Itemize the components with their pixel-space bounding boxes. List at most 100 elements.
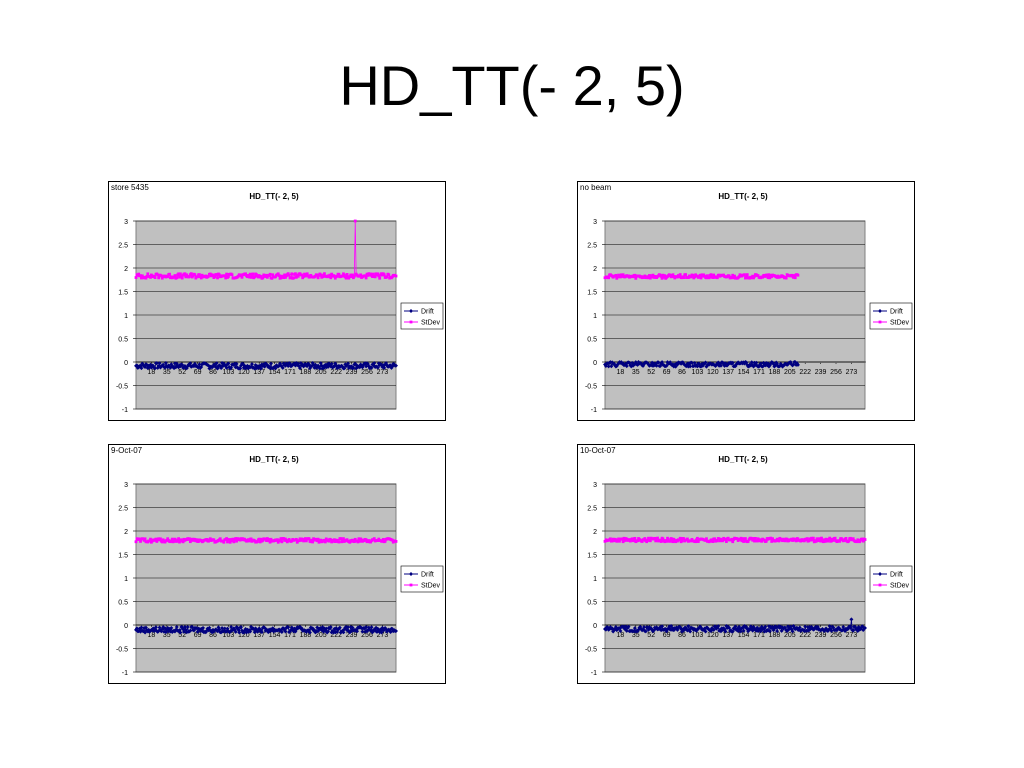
- data-point-stdev: [382, 273, 386, 277]
- data-point-tail: [834, 361, 836, 363]
- data-point-stdev: [752, 276, 755, 280]
- data-point-stdev: [672, 275, 676, 278]
- y-tick-label: 2.5: [587, 243, 597, 250]
- data-point-drift: [226, 361, 231, 366]
- data-point-stdev: [193, 273, 197, 277]
- data-point-drift: [346, 361, 350, 366]
- data-point-drift: [188, 361, 193, 366]
- legend: [869, 302, 913, 330]
- data-point-stdev: [302, 275, 305, 278]
- data-point-stdev: [303, 272, 306, 276]
- y-tick-label: 1: [593, 576, 597, 583]
- data-point-tail: [799, 361, 802, 363]
- data-point-stdev: [351, 273, 354, 277]
- data-point-stdev: [847, 539, 851, 543]
- data-point-drift: [214, 361, 219, 366]
- data-point-tail: [840, 361, 843, 363]
- data-point-stdev: [759, 538, 763, 542]
- data-point-stdev: [668, 539, 672, 543]
- y-tick-label: 2: [124, 529, 128, 536]
- data-point-stdev: [743, 539, 746, 543]
- data-point-stdev: [256, 275, 260, 279]
- legend-marker-drift: [878, 572, 882, 576]
- chart-corner-label: 10-Oct-07: [580, 446, 616, 455]
- data-point-stdev: [296, 274, 300, 278]
- x-tick-label: 205: [784, 369, 796, 376]
- data-point-stdev: [327, 275, 331, 279]
- data-point-stdev: [156, 273, 160, 277]
- y-tick-label: 1.5: [118, 290, 128, 297]
- x-tick-label: 35: [632, 369, 640, 376]
- data-point-stdev: [642, 538, 646, 542]
- data-point-stdev: [662, 275, 666, 279]
- data-point-stdev: [341, 274, 344, 278]
- y-tick-label: 3: [124, 219, 128, 226]
- data-point-stdev: [390, 538, 394, 542]
- y-tick-label: -1: [591, 670, 597, 677]
- data-point-stdev: [653, 536, 657, 540]
- data-point-tail: [835, 361, 837, 363]
- data-point-stdev: [347, 276, 351, 280]
- data-point-stdev: [286, 272, 290, 276]
- data-point-drift: [654, 363, 659, 368]
- data-point-stdev: [814, 539, 818, 543]
- data-point-stdev: [317, 274, 321, 277]
- data-point-stdev: [181, 540, 185, 544]
- data-point-tail: [809, 361, 812, 363]
- data-point-stdev: [838, 539, 842, 543]
- data-point-tail: [860, 361, 863, 363]
- legend-marker-stdev: [878, 320, 882, 324]
- data-point-drift: [341, 630, 346, 635]
- data-point-stdev: [636, 539, 640, 543]
- data-point-stdev: [744, 537, 747, 540]
- data-point-stdev: [157, 276, 161, 280]
- data-point-tail: [800, 361, 803, 363]
- data-point-stdev: [858, 540, 861, 544]
- data-point-stdev: [301, 537, 305, 541]
- chart-title: HD_TT(- 2, 5): [718, 455, 768, 464]
- x-tick-label: 120: [238, 369, 250, 376]
- data-point-stdev: [310, 538, 314, 542]
- series-markers-drift: [134, 361, 398, 371]
- x-tick-label: 86: [209, 632, 217, 639]
- data-point-stdev: [222, 540, 226, 544]
- data-point-stdev: [828, 536, 832, 540]
- data-point-drift: [741, 628, 746, 633]
- data-point-stdev: [651, 273, 655, 277]
- data-point-stdev: [661, 537, 665, 541]
- data-point-tail: [829, 361, 832, 363]
- x-tick-label: 171: [753, 632, 765, 639]
- data-point-stdev: [197, 540, 200, 543]
- x-tick-label: 18: [148, 632, 156, 639]
- data-point-stdev: [166, 275, 170, 279]
- y-tick-label: -0.5: [116, 647, 128, 654]
- data-point-stdev: [345, 538, 349, 542]
- data-point-stdev: [831, 539, 835, 542]
- data-point-stdev: [805, 537, 809, 541]
- data-point-stdev: [257, 537, 261, 541]
- data-point-tail: [853, 361, 855, 363]
- data-point-drift: [727, 625, 732, 630]
- data-point-stdev: [744, 276, 748, 279]
- data-point-stdev: [259, 537, 263, 541]
- data-point-tail: [816, 361, 818, 363]
- data-point-stdev: [295, 540, 299, 544]
- x-tick-label: 69: [194, 632, 202, 639]
- data-point-stdev: [294, 537, 298, 541]
- chart-title: HD_TT(- 2, 5): [249, 192, 299, 201]
- data-point-stdev: [632, 539, 636, 542]
- x-tick-label: 154: [738, 369, 750, 376]
- data-point-stdev: [620, 275, 624, 278]
- data-point-drift: [763, 624, 768, 629]
- data-point-drift: [188, 628, 193, 633]
- data-point-stdev: [154, 537, 158, 541]
- data-point-tail: [846, 361, 848, 363]
- data-point-tail: [845, 361, 847, 363]
- data-point-stdev: [654, 539, 658, 543]
- data-point-stdev: [180, 276, 184, 280]
- data-point-stdev: [677, 275, 681, 279]
- chart-title: HD_TT(- 2, 5): [718, 192, 768, 201]
- data-point-stdev: [617, 537, 620, 541]
- data-point-stdev: [707, 276, 711, 280]
- chart-panel-no-beam: no beam HD_TT(- 2, 5) 3 2.5 2 1.5 1 0.5 0 -0.5 -1…: [577, 181, 915, 421]
